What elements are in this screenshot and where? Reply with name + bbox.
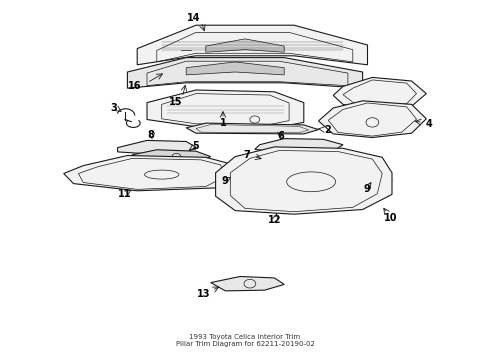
- Text: 3: 3: [110, 103, 117, 113]
- Polygon shape: [132, 150, 211, 163]
- Polygon shape: [250, 159, 294, 170]
- Text: 1: 1: [220, 118, 226, 128]
- Text: 2: 2: [324, 125, 331, 135]
- Text: 12: 12: [268, 215, 281, 225]
- Polygon shape: [64, 156, 240, 191]
- Text: 9: 9: [363, 184, 370, 194]
- Polygon shape: [186, 62, 284, 75]
- Text: 1993 Toyota Celica Interior Trim
Pillar Trim Diagram for 62211-20190-02: 1993 Toyota Celica Interior Trim Pillar …: [175, 334, 315, 347]
- Polygon shape: [127, 58, 363, 88]
- Text: 10: 10: [384, 213, 398, 223]
- Polygon shape: [137, 25, 368, 65]
- Polygon shape: [363, 176, 392, 185]
- Polygon shape: [255, 139, 343, 153]
- Text: 7: 7: [244, 150, 250, 160]
- Polygon shape: [147, 90, 304, 128]
- Text: 16: 16: [128, 81, 142, 91]
- Text: 6: 6: [277, 131, 284, 141]
- Text: 5: 5: [193, 141, 199, 151]
- Text: 4: 4: [425, 119, 432, 129]
- Polygon shape: [211, 276, 284, 291]
- Polygon shape: [186, 123, 318, 134]
- Text: 11: 11: [118, 189, 132, 199]
- Text: 8: 8: [147, 130, 154, 140]
- Text: 13: 13: [196, 289, 210, 299]
- Polygon shape: [206, 39, 284, 52]
- Text: 14: 14: [187, 13, 200, 23]
- Text: 15: 15: [169, 96, 182, 107]
- Text: 9: 9: [221, 176, 228, 186]
- Polygon shape: [118, 140, 196, 154]
- Polygon shape: [216, 147, 392, 214]
- Polygon shape: [230, 173, 265, 182]
- Polygon shape: [318, 101, 426, 138]
- Polygon shape: [333, 77, 426, 110]
